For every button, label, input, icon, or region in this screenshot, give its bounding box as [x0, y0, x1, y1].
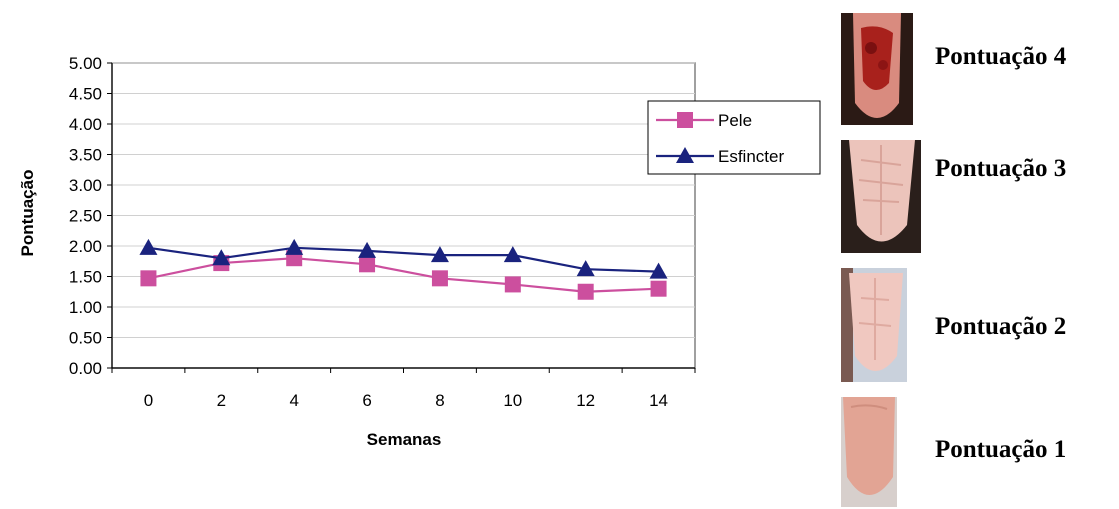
- y-tick-label: 0.00: [69, 359, 102, 378]
- y-tick-label: 5.00: [69, 54, 102, 73]
- series-group: [139, 238, 668, 300]
- x-tick-label: 12: [576, 391, 595, 410]
- data-point-esfincter: [139, 238, 158, 255]
- x-tick-label: 14: [649, 391, 668, 410]
- series-line-esfincter: [148, 246, 659, 273]
- x-tick-label: 8: [435, 391, 444, 410]
- x-tick-label: 10: [503, 391, 522, 410]
- data-point-pele: [140, 270, 157, 287]
- y-tick-label: 0.50: [69, 329, 102, 348]
- data-point-pele: [431, 270, 448, 287]
- y-axis-title: Pontuação: [18, 170, 37, 257]
- score-label-3: Pontuação 3: [935, 155, 1067, 182]
- gridlines: [112, 62, 695, 338]
- x-axis: 0 2 4 6 8 10 12 14: [111, 367, 696, 410]
- data-point-esfincter: [503, 246, 522, 263]
- y-tick-label: 3.50: [69, 146, 102, 165]
- series-esfincter: [139, 238, 668, 279]
- tongue-score-4-photo: [841, 13, 913, 125]
- x-tick-label: 6: [362, 391, 371, 410]
- legend-marker-esfincter: [676, 147, 694, 163]
- x-axis-title: Semanas: [367, 430, 442, 449]
- data-point-esfincter: [285, 238, 304, 255]
- y-tick-label: 3.00: [69, 176, 102, 195]
- tongue-score-2-photo: [841, 268, 907, 382]
- data-point-esfincter: [430, 246, 449, 263]
- data-point-pele: [359, 256, 376, 273]
- data-point-esfincter: [212, 249, 231, 266]
- score-label-1: Pontuação 1: [935, 436, 1067, 463]
- score-label-2: Pontuação 2: [935, 313, 1067, 340]
- score-label-4: Pontuação 4: [935, 43, 1067, 70]
- data-point-pele: [504, 276, 521, 293]
- y-tick-label: 1.50: [69, 268, 102, 287]
- tongue-score-1-photo: [841, 397, 897, 507]
- legend-marker-pele: [677, 112, 693, 128]
- tongue-score-3-photo: [841, 140, 921, 253]
- x-tick-label: 0: [144, 391, 153, 410]
- series-line-pele: [148, 257, 659, 293]
- series-pele: [140, 250, 667, 300]
- line-chart: 0.00 0.50 1.00 1.50 2.00 2.50 3.00 3.50 4.00 4.50…: [18, 54, 821, 449]
- legend-label-esfincter: Esfincter: [718, 147, 784, 166]
- data-point-esfincter: [576, 260, 595, 277]
- y-tick-label: 4.50: [69, 85, 102, 104]
- legend: Pele Esfincter: [647, 100, 821, 175]
- y-tick-label: 2.00: [69, 237, 102, 256]
- x-tick-label: 4: [289, 391, 298, 410]
- y-axis: 0.00 0.50 1.00 1.50 2.00 2.50 3.00 3.50 4.00 4.50…: [69, 54, 113, 378]
- data-point-pele: [577, 283, 594, 300]
- data-point-pele: [650, 280, 667, 297]
- y-tick-label: 2.50: [69, 207, 102, 226]
- x-tick-label: 2: [217, 391, 226, 410]
- y-tick-label: 4.00: [69, 115, 102, 134]
- data-point-esfincter: [649, 262, 668, 279]
- legend-label-pele: Pele: [718, 111, 752, 130]
- data-point-esfincter: [358, 241, 377, 258]
- y-tick-label: 1.00: [69, 298, 102, 317]
